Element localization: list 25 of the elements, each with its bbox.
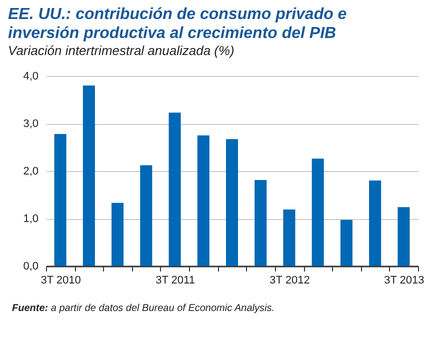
bar bbox=[140, 165, 152, 266]
y-tick-label: 3,0 bbox=[23, 118, 38, 130]
bar bbox=[112, 202, 124, 266]
bar bbox=[369, 180, 382, 266]
x-tick-label: 3T 2011 bbox=[156, 274, 195, 286]
y-tick-label: 2,0 bbox=[23, 166, 38, 178]
bar bbox=[168, 112, 181, 266]
x-tick-label: 3T 2012 bbox=[270, 274, 310, 286]
source-note: Fuente: a partir de datos del Bureau of Economic Analysis. bbox=[12, 303, 276, 314]
chart-title: EE. UU.: contribución de consumo privado e inversión productiva al crecimiento del PIB bbox=[8, 6, 347, 42]
x-tick-label: 3T 2010 bbox=[40, 274, 81, 286]
bar bbox=[226, 139, 238, 266]
chart-subtitle: Variación intertrimestral anualizada (%) bbox=[8, 43, 234, 58]
y-tick-label: 4,0 bbox=[23, 70, 38, 82]
bar bbox=[54, 134, 66, 266]
bar bbox=[283, 209, 296, 266]
bar bbox=[82, 86, 95, 266]
x-tick-label: 3T 2013 bbox=[384, 274, 424, 286]
bar bbox=[398, 207, 410, 266]
bar bbox=[312, 158, 324, 266]
bar bbox=[340, 220, 352, 266]
bar bbox=[254, 180, 267, 266]
y-tick-label: 0,0 bbox=[23, 260, 38, 272]
bar bbox=[197, 135, 210, 266]
y-tick-label: 1,0 bbox=[23, 213, 38, 225]
